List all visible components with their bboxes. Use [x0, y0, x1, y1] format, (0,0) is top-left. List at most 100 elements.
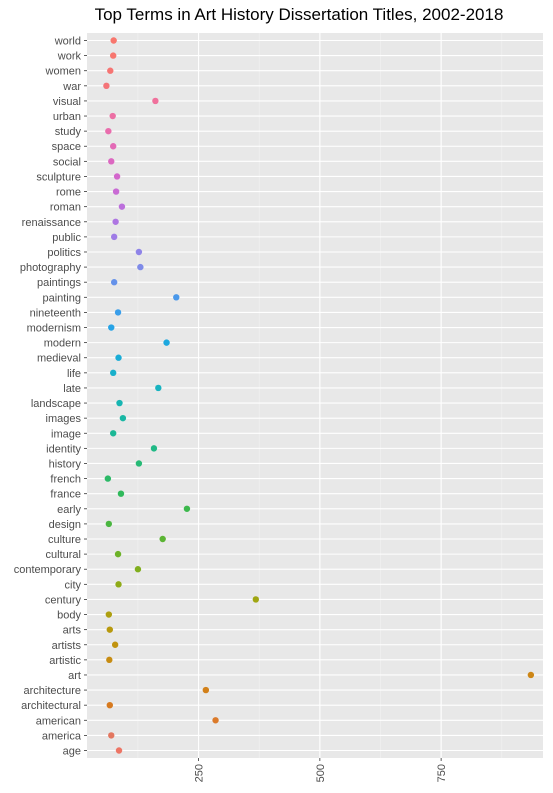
y-tick-label: architecture [24, 685, 81, 697]
chart-title: Top Terms in Art History Dissertation Ti… [95, 5, 504, 24]
plot-panel [87, 33, 543, 758]
y-tick-label: american [36, 715, 81, 727]
y-tick-label: work [57, 51, 82, 63]
y-tick-label: urban [53, 111, 81, 123]
point-history [135, 460, 143, 467]
point-architecture [202, 686, 210, 694]
y-tick-label: nineteenth [30, 307, 81, 319]
y-tick-label: culture [48, 534, 81, 546]
point-public [110, 233, 118, 241]
y-tick-label: design [49, 519, 81, 531]
y-tick-label: sculpture [36, 171, 81, 183]
point-rome [112, 188, 120, 195]
y-tick-label: world [54, 36, 81, 48]
x-axis: 250 500 750 [194, 758, 448, 782]
point-social [108, 158, 115, 165]
y-tick-label: french [50, 474, 81, 486]
point-space [109, 143, 117, 150]
point-modern [163, 339, 170, 346]
y-tick-label: arts [63, 625, 82, 637]
y-tick-label: cultural [46, 549, 81, 561]
point-paintings [110, 279, 118, 286]
y-tick-label: life [67, 368, 81, 380]
y-tick-label: landscape [31, 398, 81, 410]
point-politics [135, 248, 143, 256]
y-tick-label: identity [46, 443, 81, 455]
point-america [108, 732, 115, 739]
point-century [252, 596, 260, 603]
point-arts [106, 626, 114, 633]
point-urban [109, 112, 116, 120]
y-tick-label: artists [52, 640, 82, 652]
point-life [109, 369, 117, 377]
y-tick-label: politics [47, 247, 81, 259]
y-tick-label: renaissance [22, 217, 81, 229]
y-tick-label: rome [56, 187, 81, 199]
point-city [115, 581, 122, 588]
point-france [117, 490, 125, 497]
point-painting [173, 294, 180, 301]
point-early [183, 505, 191, 512]
y-tick-label: architectural [21, 700, 81, 712]
point-world [110, 37, 117, 44]
point-work [109, 52, 117, 59]
y-tick-label: image [51, 428, 81, 440]
y-tick-label: photography [20, 262, 82, 274]
y-tick-label: city [65, 579, 82, 591]
point-american [212, 717, 219, 724]
y-axis: world work women war visual urban study space so… [14, 36, 87, 758]
y-tick-label: images [46, 413, 82, 425]
point-contemporary [134, 566, 142, 573]
point-study [105, 127, 112, 135]
point-visual [152, 97, 159, 105]
y-tick-label: social [53, 156, 81, 168]
point-war [103, 82, 110, 90]
y-tick-label: france [50, 489, 81, 501]
x-tick-label: 750 [436, 764, 448, 782]
data-points [103, 37, 535, 754]
point-architectural [106, 701, 114, 709]
point-medieval [115, 354, 122, 361]
point-body [105, 611, 113, 618]
point-image [109, 430, 117, 437]
y-tick-label: early [57, 504, 81, 516]
point-late [155, 384, 162, 392]
y-tick-label: late [63, 383, 81, 395]
point-images [119, 414, 127, 422]
y-tick-label: modernism [27, 323, 81, 335]
point-age [115, 747, 123, 754]
x-tick-label: 500 [315, 764, 327, 782]
y-tick-label: women [45, 66, 81, 78]
point-artistic [106, 656, 113, 664]
y-tick-label: painting [42, 292, 81, 304]
point-landscape [116, 399, 123, 407]
y-tick-label: paintings [37, 277, 82, 289]
point-women [107, 67, 114, 74]
y-tick-label: study [55, 126, 82, 138]
y-tick-label: art [68, 670, 81, 682]
y-tick-label: modern [44, 338, 81, 350]
point-cultural [114, 550, 122, 558]
y-tick-label: history [49, 458, 82, 470]
y-tick-label: public [52, 232, 81, 244]
point-modernism [108, 324, 115, 331]
point-culture [159, 535, 166, 543]
y-tick-label: century [45, 594, 82, 606]
grid-lines [87, 33, 543, 758]
y-tick-label: roman [50, 202, 81, 214]
y-tick-label: age [63, 746, 81, 758]
y-tick-label: america [42, 730, 82, 742]
point-artists [111, 641, 119, 648]
point-identity [150, 445, 158, 452]
point-photography [137, 263, 144, 271]
point-roman [118, 203, 126, 210]
point-design [105, 520, 113, 528]
y-tick-label: space [52, 141, 81, 153]
y-tick-label: contemporary [14, 564, 82, 576]
point-sculpture [113, 173, 121, 180]
y-tick-label: war [62, 81, 81, 93]
point-french [104, 475, 112, 482]
y-tick-label: medieval [37, 353, 81, 365]
point-nineteenth [114, 309, 122, 316]
